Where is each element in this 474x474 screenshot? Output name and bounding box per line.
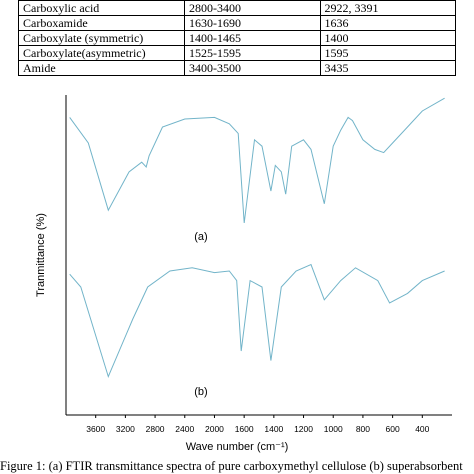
x-tick-label: 1200 <box>294 424 313 434</box>
caption: Figure 1: (a) FTIR transmittance spectra… <box>0 459 463 473</box>
table-cell: 1630-1690 <box>184 15 321 31</box>
table-cell: 1400 <box>319 30 457 46</box>
x-tick-label: 2400 <box>175 424 194 434</box>
y-label: Tranmittance (%) <box>35 213 47 297</box>
spectrum-line <box>69 263 445 379</box>
table-row: Carboxylate(asymmetric) 1525-1595 1595 <box>17 45 457 61</box>
table: Carboxylic acid 2800-3400 2922, 3391 Carbox… <box>17 0 457 76</box>
panel-label: (a) <box>194 231 207 243</box>
chart: Tranmittance (%) Wave number (cm⁻¹) 3600… <box>35 95 452 453</box>
x-tick-label: 3200 <box>116 424 135 434</box>
x-tick-label: 400 <box>415 424 429 434</box>
panel-label: (b) <box>194 386 207 398</box>
x-tick-label: 600 <box>386 424 400 434</box>
x-tick-label: 800 <box>356 424 370 434</box>
x-tick-label: 1600 <box>235 424 254 434</box>
table-cell: 3400-3500 <box>184 60 321 76</box>
x-tick-label: 2800 <box>146 424 165 434</box>
table-cell: Carboxylate(asymmetric) <box>17 45 186 61</box>
x-tick-label: 1400 <box>264 424 283 434</box>
x-tick-label: 3600 <box>86 424 105 434</box>
table-cell: Amide <box>17 60 186 76</box>
table-row: Carboxamide 1630-1690 1636 <box>17 15 457 31</box>
table-row: Amide 3400-3500 3435 <box>17 60 457 76</box>
x-tick-label: 2000 <box>205 424 224 434</box>
spectrum-line <box>69 97 445 224</box>
x-tick-label: 1000 <box>324 424 343 434</box>
table-cell: 3435 <box>319 60 457 76</box>
x-label: Wave number (cm⁻¹) <box>186 441 289 453</box>
